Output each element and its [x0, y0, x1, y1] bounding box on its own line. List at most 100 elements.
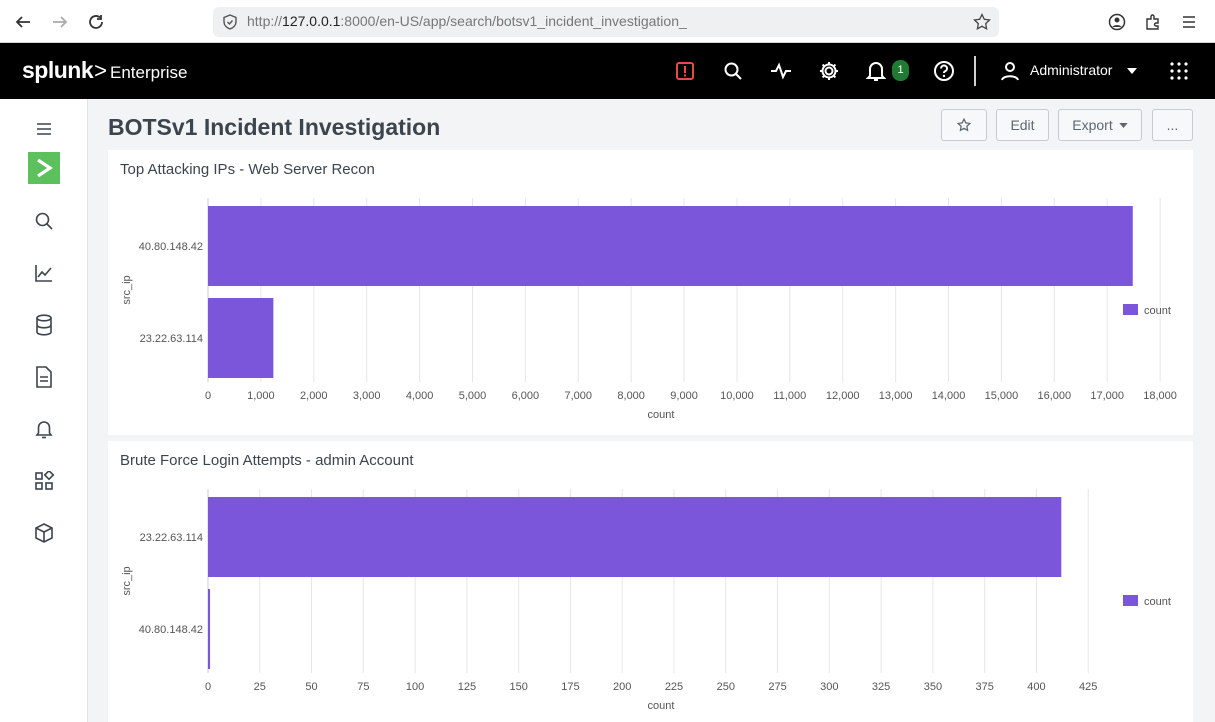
- back-icon[interactable]: [12, 11, 34, 33]
- bar: [208, 497, 1062, 577]
- more-actions-button[interactable]: ...: [1152, 109, 1193, 141]
- settings-gear-icon[interactable]: [817, 59, 841, 83]
- url-text: http://127.0.0.1:8000/en-US/app/search/b…: [247, 13, 687, 29]
- x-tick-label: 6,000: [512, 390, 540, 402]
- apps-cube-icon[interactable]: [32, 521, 56, 545]
- legend-swatch: [1123, 595, 1138, 606]
- x-tick-label: 12,000: [826, 390, 860, 402]
- x-tick-label: 200: [613, 681, 631, 693]
- x-tick-label: 16,000: [1037, 390, 1071, 402]
- x-tick-label: 5,000: [459, 390, 487, 402]
- messages-alert-icon[interactable]: [673, 59, 697, 83]
- x-tick-label: 10,000: [720, 390, 754, 402]
- datasets-database-icon[interactable]: [32, 313, 56, 337]
- x-tick-label: 3,000: [353, 390, 381, 402]
- browser-toolbar: http://127.0.0.1:8000/en-US/app/search/b…: [0, 0, 1215, 43]
- x-tick-label: 1,000: [247, 390, 275, 402]
- x-tick-label: 0: [205, 681, 211, 693]
- y-category-label: 40.80.148.42: [139, 624, 203, 636]
- x-tick-label: 7,000: [564, 390, 592, 402]
- search-app-tile[interactable]: [28, 152, 60, 184]
- menu-hamburger-icon[interactable]: [32, 117, 56, 141]
- x-tick-label: 275: [768, 681, 786, 693]
- x-tick-label: 350: [924, 681, 942, 693]
- user-name: Administrator: [1030, 62, 1113, 78]
- notifications-bell-icon[interactable]: [864, 59, 888, 83]
- account-icon[interactable]: [1106, 11, 1128, 33]
- reports-document-icon[interactable]: [32, 365, 56, 389]
- nav-divider: [974, 56, 976, 86]
- y-axis-title: src_ip: [121, 275, 133, 304]
- x-tick-label: 125: [458, 681, 476, 693]
- x-tick-label: 14,000: [932, 390, 966, 402]
- panel-title: Brute Force Login Attempts - admin Accou…: [120, 452, 414, 469]
- url-path: :8000/en-US/app/search/botsv1_incident_i…: [340, 13, 687, 29]
- site-info-icon[interactable]: [222, 14, 238, 30]
- x-axis-title: count: [648, 700, 675, 712]
- reload-icon[interactable]: [85, 11, 107, 33]
- x-tick-label: 175: [561, 681, 579, 693]
- search-icon[interactable]: [721, 59, 745, 83]
- x-tick-label: 8,000: [617, 390, 645, 402]
- bar: [208, 589, 211, 669]
- address-bar[interactable]: http://127.0.0.1:8000/en-US/app/search/b…: [213, 7, 999, 37]
- alerts-bell-icon[interactable]: [32, 417, 56, 441]
- x-tick-label: 425: [1079, 681, 1097, 693]
- extensions-icon[interactable]: [1142, 11, 1164, 33]
- x-tick-label: 100: [406, 681, 424, 693]
- product-name: Enterprise: [109, 63, 188, 82]
- x-tick-label: 150: [509, 681, 527, 693]
- app-chevron-icon: [37, 158, 53, 178]
- legend-swatch: [1123, 304, 1138, 315]
- x-tick-label: 325: [872, 681, 890, 693]
- splunk-logo[interactable]: splunk> Enterprise: [22, 57, 187, 84]
- x-tick-label: 2,000: [300, 390, 328, 402]
- browser-menu-icon[interactable]: [1178, 11, 1200, 33]
- x-tick-label: 13,000: [879, 390, 913, 402]
- edit-label: Edit: [1010, 117, 1035, 133]
- bar: [208, 298, 274, 378]
- logo-chevron: >: [94, 58, 107, 83]
- dashboards-icon[interactable]: [32, 469, 56, 493]
- y-category-label: 40.80.148.42: [139, 241, 203, 253]
- bookmark-star-icon[interactable]: [973, 13, 991, 31]
- x-tick-label: 18,000: [1143, 390, 1177, 402]
- x-tick-label: 11,000: [773, 390, 806, 402]
- x-tick-label: 17,000: [1090, 390, 1124, 402]
- help-icon[interactable]: [932, 59, 956, 83]
- url-host: 127.0.0.1: [282, 13, 341, 29]
- panel-brute-force-logins: Brute Force Login Attempts - admin Accou…: [108, 441, 1193, 722]
- y-axis-title: src_ip: [121, 566, 133, 595]
- forward-icon[interactable]: [49, 11, 71, 33]
- favorite-button[interactable]: [941, 109, 987, 141]
- x-tick-label: 300: [820, 681, 838, 693]
- bar-chart-top-attacking-ips: 0 1,000 2,000 3,000 4,000 5,000 6,000 7,000 8,00…: [121, 198, 1177, 421]
- activity-icon[interactable]: [769, 59, 793, 83]
- more-label: ...: [1166, 117, 1179, 133]
- notification-count-badge[interactable]: 1: [892, 60, 909, 81]
- star-icon: [957, 118, 971, 132]
- panel-top-attacking-ips: Top Attacking IPs - Web Server Recon 0 1,…: [108, 150, 1193, 435]
- edit-button[interactable]: Edit: [996, 109, 1049, 141]
- page-title: BOTSv1 Incident Investigation: [108, 114, 441, 140]
- x-tick-label: 225: [665, 681, 683, 693]
- analytics-chart-icon[interactable]: [32, 261, 56, 285]
- x-tick-label: 250: [717, 681, 735, 693]
- x-axis-title: count: [648, 409, 675, 421]
- search-icon[interactable]: [32, 209, 56, 233]
- app-sidebar: [0, 99, 88, 722]
- export-label: Export: [1072, 117, 1113, 133]
- x-tick-label: 15,000: [985, 390, 1019, 402]
- x-tick-label: 375: [975, 681, 993, 693]
- user-menu[interactable]: Administrator: [1030, 62, 1112, 78]
- user-dropdown-caret-icon[interactable]: [1120, 59, 1144, 83]
- bar-chart-brute-force-logins: 0 25 50 75 100 125 150 175 200 225 250 275 300 325 350…: [121, 489, 1171, 712]
- export-button[interactable]: Export: [1058, 109, 1142, 141]
- user-icon[interactable]: [998, 59, 1022, 83]
- app-launcher-grid-icon[interactable]: [1167, 59, 1191, 83]
- bar: [208, 206, 1133, 286]
- x-tick-label: 0: [205, 390, 211, 402]
- x-tick-label: 75: [357, 681, 369, 693]
- legend-label: count: [1144, 305, 1171, 317]
- x-tick-label: 4,000: [406, 390, 434, 402]
